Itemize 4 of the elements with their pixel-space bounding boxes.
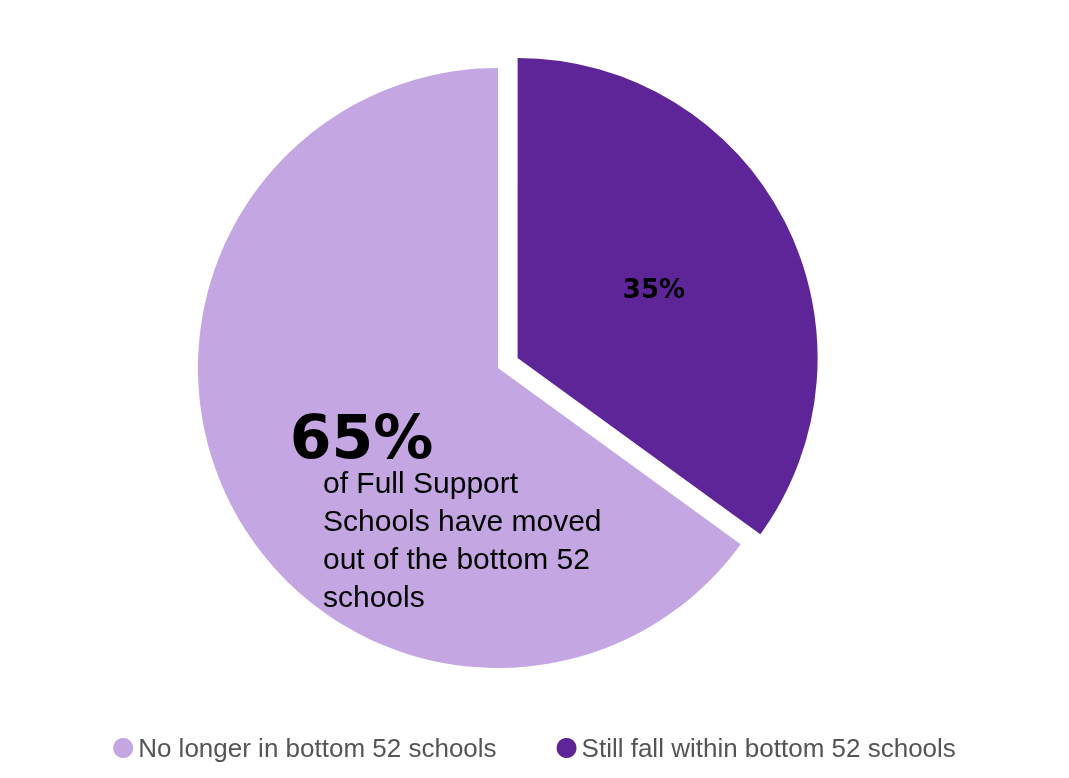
text: of Full Support Schools have moved out of the bottom 52 schools: [323, 465, 610, 613]
legend-label: No longer in bottom 52 schools: [138, 733, 497, 763]
legend-label: Still fall within bottom 52 schools: [581, 733, 956, 763]
data-label: 35%: [622, 273, 686, 304]
